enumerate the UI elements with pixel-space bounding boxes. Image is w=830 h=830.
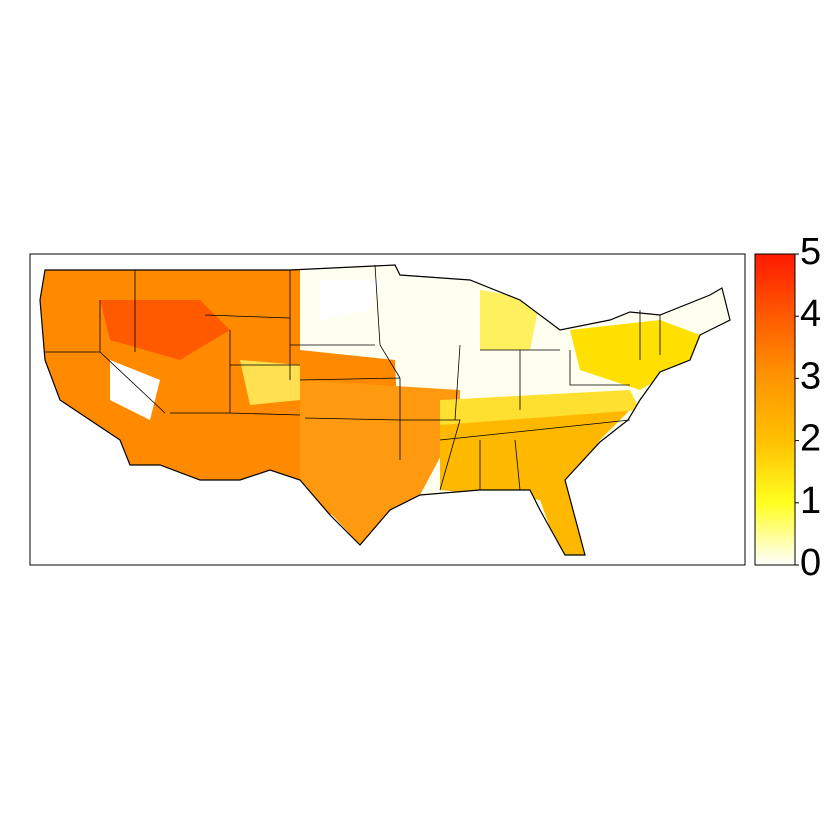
state-borders	[45, 264, 661, 491]
colorbar-tick-label: 2	[800, 418, 821, 460]
colorbar-tick-label: 4	[800, 293, 821, 335]
colorbar	[754, 253, 796, 566]
map-frame	[29, 253, 746, 566]
heat-cells	[40, 265, 730, 555]
colorbar-tick-label: 3	[800, 355, 821, 397]
colorbar-tick-label: 5	[800, 231, 821, 273]
colorbar-tick-label: 1	[800, 480, 821, 522]
colorbar-tick-label: 0	[800, 542, 821, 584]
